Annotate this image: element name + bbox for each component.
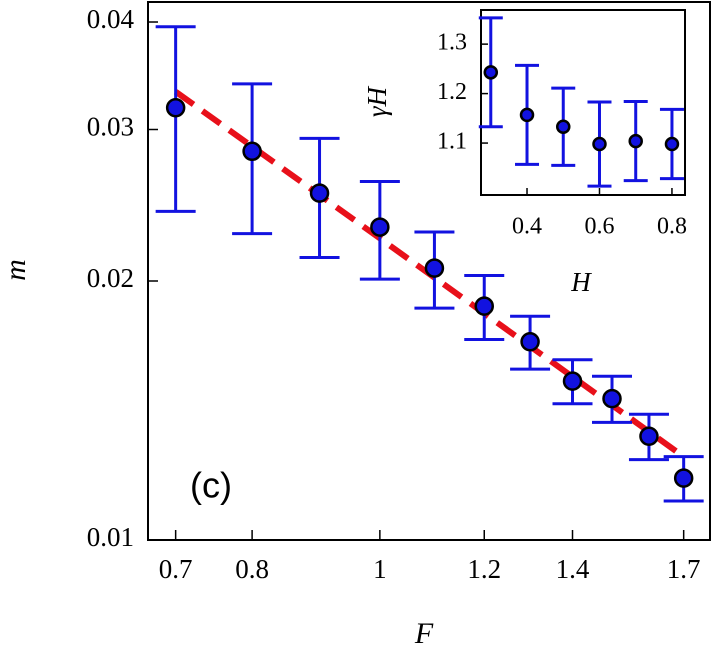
y-axis-label: γH — [362, 85, 392, 117]
x-tick-label: 1.4 — [556, 554, 590, 584]
data-point — [628, 133, 643, 149]
data-point — [556, 119, 571, 134]
x-tick-label: 0.8 — [235, 554, 269, 584]
data-point — [602, 388, 622, 409]
data-point — [664, 136, 680, 152]
y-tick-label: 1.2 — [437, 79, 467, 105]
x-axis-label: F — [414, 617, 434, 650]
x-tick-label: 0.6 — [584, 214, 614, 240]
data-point — [370, 217, 390, 237]
x-axis-label: H — [570, 267, 592, 297]
y-tick-label: 1.3 — [437, 30, 467, 56]
x-tick-label: 0.7 — [159, 554, 193, 584]
plot-frame — [147, 1, 711, 541]
data-point — [592, 136, 607, 152]
data-point — [309, 183, 330, 203]
error-bar — [155, 25, 196, 213]
data-point — [562, 371, 583, 391]
plot-frame — [480, 9, 686, 196]
x-tick-label: 1 — [373, 554, 387, 584]
x-tick-label: 1.2 — [467, 554, 501, 584]
y-tick-label: 1.1 — [437, 129, 467, 155]
data-point — [519, 107, 535, 123]
data-point — [424, 258, 445, 278]
x-tick-label: 0.8 — [657, 214, 687, 240]
panel-label: (c) — [190, 465, 232, 506]
y-tick-label: 0.03 — [87, 112, 134, 142]
inset-background — [481, 10, 685, 195]
y-tick-label: 0.01 — [87, 522, 134, 552]
y-tick-label: 0.04 — [87, 4, 135, 34]
x-tick-label: 1.7 — [667, 554, 701, 584]
x-tick-label: 0.4 — [512, 214, 542, 240]
data-point — [483, 65, 499, 80]
data-point — [165, 97, 186, 118]
data-point — [520, 331, 540, 352]
data-point — [673, 468, 694, 488]
y-axis-label: m — [0, 259, 32, 281]
y-tick-label: 0.02 — [87, 263, 134, 293]
data-point — [242, 141, 262, 162]
data-point — [639, 426, 659, 447]
data-point — [474, 296, 494, 316]
